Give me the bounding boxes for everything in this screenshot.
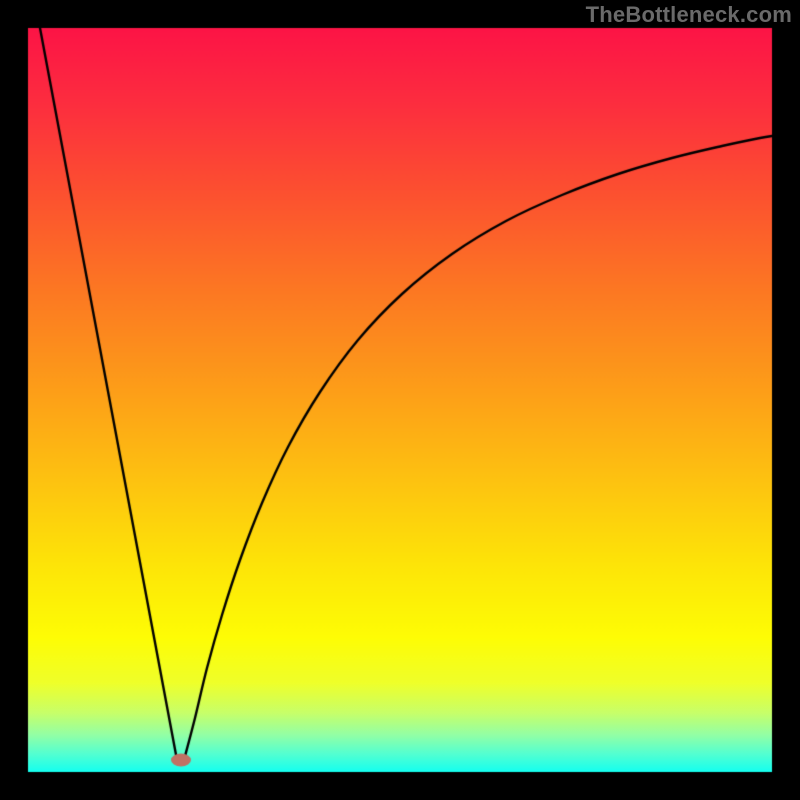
watermark-label: TheBottleneck.com: [586, 2, 792, 28]
bottleneck-curve-chart: [0, 0, 800, 800]
chart-frame: TheBottleneck.com: [0, 0, 800, 800]
